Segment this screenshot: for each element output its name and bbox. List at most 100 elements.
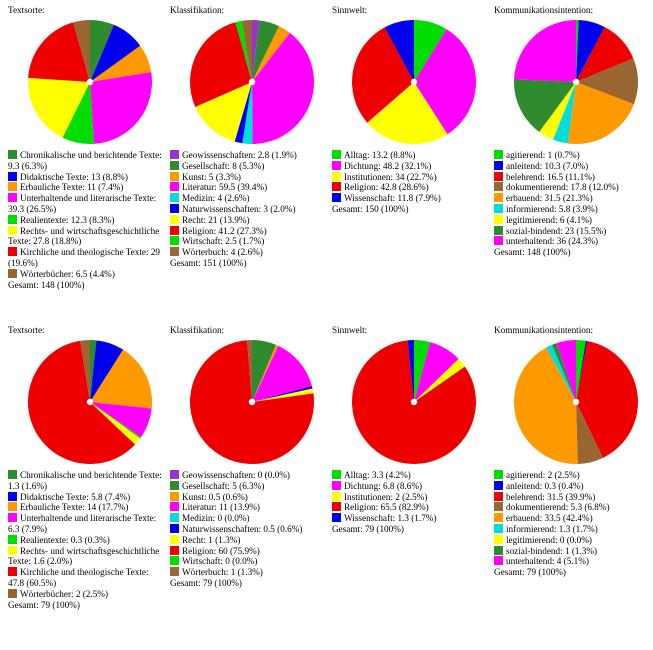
legend-entry-erbauend: erbauend: 31.5 (21.3%) (494, 193, 652, 204)
legend-entry-chronikalische-und-berichtende-texte: Chronikalische und berichtende Texte: 1.… (8, 470, 166, 492)
pie-slice-religion (190, 22, 252, 107)
legend-label: Chronikalische und berichtende Texte: 9.… (8, 150, 162, 171)
pie-panel-textsorte-1: Textsorte: Chronikalische und berichtend… (8, 4, 166, 290)
legend-entry-erbauend: erbauend: 33.5 (42.4%) (494, 513, 652, 524)
pie-slice-wörterbuch (247, 340, 252, 402)
legend-swatch (494, 182, 503, 192)
pie-slice-wörterbücher (80, 340, 90, 402)
legend-swatch (8, 567, 17, 577)
legend-entry-medizin: Medizin: 0 (0.0%) (170, 513, 328, 524)
legend-entry-anleitend: anleitend: 10.3 (7.0%) (494, 160, 652, 172)
pie-slice-chronikalische-und-berichtende-texte (90, 340, 97, 402)
pie-panel-textsorte-2: Textsorte: Chronikalische und berichtend… (8, 324, 166, 610)
legend-entry-gesellschaft: Gesellschaft: 5 (6.3%) (170, 480, 328, 492)
legend-label: Erbauliche Texte: 14 (17.7%) (20, 502, 129, 513)
legend-label: sozial-bindend: 23 (15.5%) (506, 225, 607, 236)
pie-slice-institutionen (367, 82, 448, 144)
legend-swatch (8, 534, 17, 544)
pie-slice-literatur (252, 345, 312, 402)
legend-entry-wörterbücher: Wörterbücher: 2 (2.5%) (8, 588, 166, 600)
legend-swatch (170, 556, 179, 566)
legend-label: Literatur: 11 (13.9%) (182, 502, 260, 513)
legend-entry-unterhaltend: unterhaltend: 36 (24.3%) (494, 236, 652, 247)
pie-slice-legitimierend (539, 82, 576, 140)
legend-label: Medizin: 0 (0.0%) (182, 513, 250, 524)
pie-slice-recht (252, 388, 314, 402)
legend-label: Realientexte: 0.3 (0.3%) (20, 534, 110, 545)
chart-title: Sinnwelt: (332, 325, 368, 335)
legend: Geowissenschaften: 0 (0.0%) Gesellschaft:… (170, 470, 328, 578)
legend-swatch (332, 182, 341, 192)
legend-label: Rechts- und wirtschaftsgeschichtliche Te… (8, 545, 160, 567)
legend-swatch (170, 193, 179, 203)
legend-swatch (8, 214, 17, 224)
pie-slice-didaktische-texte (90, 340, 124, 402)
pie-panel-klassifikation-2: Klassifikation: Geowissenschaften: 0 (0.… (170, 324, 328, 589)
pie-center-dot (410, 78, 418, 86)
pie-slice-realientexte (62, 82, 94, 144)
pie-slice-unterhaltende-und-literarische-texte (90, 72, 153, 144)
pie-chart (27, 20, 153, 144)
pie-panel-sinnwelt-1: Sinnwelt: Alltag: 13.2 (8.8%) Dichtung: 4… (332, 4, 490, 215)
legend-entry-informierend: informierend: 1.3 (1.7%) (494, 523, 652, 535)
legend-label: Gesellschaft: 5 (6.3%) (182, 480, 265, 491)
legend-label: Didaktische Texte: 13 (8.8%) (20, 171, 128, 182)
legend-entry-naturwissenschaften: Naturwissenschaften: 3 (2.0%) (170, 203, 328, 215)
legend-swatch (494, 150, 503, 159)
legend-swatch (8, 171, 17, 181)
legend-swatch (494, 193, 503, 203)
chart-title: Kommunikationsintention: (494, 325, 594, 335)
legend-swatch (8, 268, 17, 278)
legend-swatch (494, 171, 503, 181)
total-label: Gesamt: 148 (100%) (8, 279, 85, 290)
legend-entry-naturwissenschaften: Naturwissenschaften: 0.5 (0.6%) (170, 523, 328, 535)
legend-entry-religion: Religion: 60 (75.9%) (170, 545, 328, 557)
legend-label: sozial-bindend: 1 (1.3%) (506, 545, 598, 556)
legend-entry-literatur: Literatur: 59.5 (39.4%) (170, 182, 328, 193)
legend-label: Wirtschaft: 2.5 (1.7%) (182, 236, 265, 247)
total-label: Gesamt: 148 (100%) (494, 247, 571, 258)
legend-swatch (170, 513, 179, 523)
legend-entry-literatur: Literatur: 11 (13.9%) (170, 502, 328, 513)
legend-entry-agitierend: agitierend: 2 (2.5%) (494, 470, 652, 481)
legend-entry-legitimierend: legitimierend: 0 (0.0%) (494, 534, 652, 546)
legend-entry-wissenschaft: Wissenschaft: 1.3 (1.7%) (332, 513, 490, 524)
legend-entry-geowissenschaften: Geowissenschaften: 2.8 (1.9%) (170, 150, 328, 161)
legend-label: informierend: 1.3 (1.7%) (506, 523, 598, 534)
pie-slice-recht (195, 82, 252, 142)
legend-entry-dichtung: Dichtung: 48.2 (32.1%) (332, 160, 490, 172)
legend-entry-medizin: Medizin: 4 (2.6%) (170, 193, 328, 204)
pie-center-dot (86, 78, 94, 86)
legend-entry-anleitend: anleitend: 0.3 (0.4%) (494, 480, 652, 492)
pie-slice-wissenschaft (384, 20, 414, 82)
legend-entry-wörterbuch: Wörterbuch: 4 (2.6%) (170, 247, 328, 258)
legend-swatch (332, 480, 341, 490)
legend-swatch (8, 470, 17, 479)
legend-label: Alltag: 13.2 (8.8%) (344, 150, 416, 160)
pie-slice-realientexte (90, 402, 141, 439)
legend-swatch (170, 567, 179, 577)
pie-slice-kunst (252, 344, 279, 402)
pie-slice-wörterbuch (241, 20, 252, 82)
legend-swatch (170, 470, 179, 479)
legend-swatch (494, 491, 503, 501)
legend-entry-recht: Recht: 21 (13.9%) (170, 214, 328, 226)
pie-slice-wissenschaft (407, 340, 414, 402)
pie-slice-chronikalische-und-berichtende-texte (90, 20, 114, 82)
legend-entry-didaktische-texte: Didaktische Texte: 13 (8.8%) (8, 171, 166, 183)
legend-entry-legitimierend: legitimierend: 6 (4.1%) (494, 214, 652, 226)
legend-label: Naturwissenschaften: 3 (2.0%) (182, 203, 296, 214)
pie-slice-unterhaltend (514, 20, 576, 82)
legend-entry-belehrend: belehrend: 31.5 (39.9%) (494, 491, 652, 503)
legend-entry-erbauliche-texte: Erbauliche Texte: 14 (17.7%) (8, 502, 166, 513)
legend-label: Didaktische Texte: 5.8 (7.4%) (20, 491, 131, 502)
pie-center-dot (572, 78, 580, 86)
legend-swatch (8, 247, 17, 257)
pie-slice-informierend (546, 344, 576, 402)
legend-swatch (170, 150, 179, 159)
legend-entry-didaktische-texte: Didaktische Texte: 5.8 (7.4%) (8, 491, 166, 503)
legend-swatch (494, 502, 503, 512)
chart-title: Klassifikation: (170, 5, 225, 15)
legend-swatch (8, 193, 17, 203)
pie-slice-agitierend (576, 340, 586, 402)
